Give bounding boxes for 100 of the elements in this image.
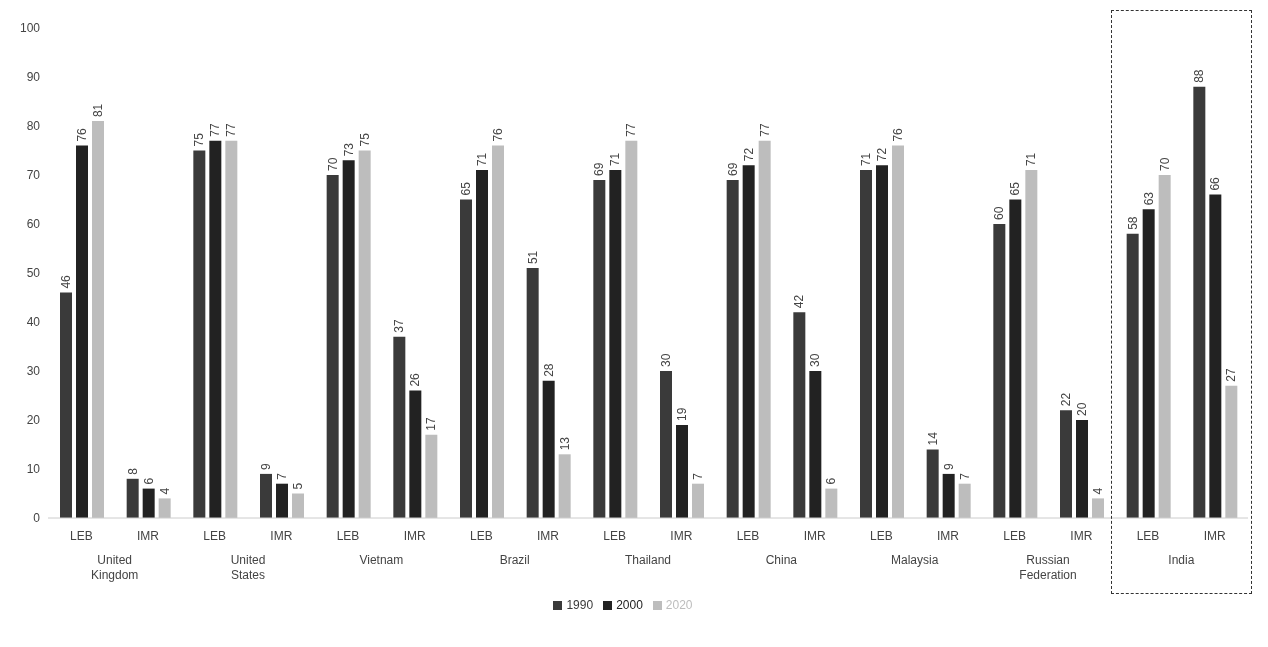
data-label: 6 <box>141 477 156 485</box>
data-label: 65 <box>1008 181 1023 196</box>
data-label: 27 <box>1224 368 1239 382</box>
bar <box>726 179 739 518</box>
data-label: 7 <box>691 472 705 480</box>
data-label: 69 <box>725 162 740 176</box>
bar <box>92 121 104 518</box>
bar <box>225 140 238 518</box>
data-label: 51 <box>525 250 540 265</box>
y-tick-label: 0 <box>33 511 41 526</box>
bar <box>1076 420 1088 518</box>
data-label: 81 <box>91 103 105 118</box>
bar <box>342 160 355 518</box>
bar <box>193 150 206 518</box>
data-label: 42 <box>792 294 807 309</box>
data-label: 22 <box>1059 392 1073 407</box>
x-tick-label: IMR <box>937 529 960 543</box>
x-tick-label: LEB <box>603 529 627 543</box>
text: India <box>1168 553 1195 567</box>
bar <box>609 170 622 518</box>
legend-label: 2000 <box>616 598 643 612</box>
text: Malaysia <box>890 553 939 567</box>
bar <box>460 199 472 518</box>
x-tick-label: LEB <box>69 529 93 543</box>
x-tick-label: LEB <box>1136 529 1160 543</box>
text: Vietnam <box>359 553 404 567</box>
x-tick-label: IMR <box>803 529 826 543</box>
bar <box>1025 170 1038 518</box>
x-tick-label: IMR <box>270 529 293 543</box>
y-tick-label: 10 <box>26 462 41 477</box>
text: Thailand <box>624 553 672 567</box>
data-label: 58 <box>1125 216 1140 230</box>
data-label: 20 <box>1075 402 1089 416</box>
bar <box>1209 194 1222 518</box>
data-label: 30 <box>808 353 823 367</box>
data-label: 70 <box>325 157 340 171</box>
bar <box>1225 385 1238 518</box>
data-label: 7 <box>275 472 289 480</box>
bar <box>409 390 422 518</box>
data-label: 69 <box>592 162 607 176</box>
x-tick-label: IMR <box>670 529 693 543</box>
data-label: 65 <box>459 181 473 196</box>
data-label: 6 <box>824 477 839 485</box>
bar <box>660 371 672 518</box>
data-label: 9 <box>941 462 956 470</box>
legend-label: 1990 <box>566 598 594 612</box>
bar <box>425 434 438 518</box>
x-tick-label: IMR <box>403 529 426 543</box>
x-tick-label: LEB <box>203 529 227 543</box>
data-label: 5 <box>291 482 305 490</box>
x-tick-label: LEB <box>469 529 493 543</box>
data-label: 46 <box>59 274 73 289</box>
data-label: 17 <box>424 417 439 431</box>
bar <box>292 493 304 518</box>
data-label: 75 <box>192 132 207 147</box>
bar <box>692 483 704 518</box>
x-tick-label: IMR <box>1203 529 1226 543</box>
bar <box>60 292 72 518</box>
bar <box>993 224 1006 518</box>
y-tick-label: 40 <box>26 315 41 330</box>
y-tick-label: 50 <box>26 266 41 281</box>
bar <box>492 145 504 518</box>
x-tick-label: IMR <box>537 529 560 543</box>
data-label: 75 <box>357 132 372 147</box>
text: China <box>765 553 798 567</box>
bar <box>793 312 806 518</box>
data-label: 66 <box>1208 176 1223 191</box>
bar <box>942 473 955 518</box>
bar <box>158 498 171 518</box>
data-label: 77 <box>224 123 239 137</box>
bar <box>742 165 755 518</box>
bar <box>558 454 571 518</box>
data-label: 71 <box>1024 152 1039 167</box>
data-label: 71 <box>608 152 623 167</box>
bar <box>260 473 272 518</box>
x-tick-label: LEB <box>1003 529 1027 543</box>
legend-label: 2020 <box>665 598 693 612</box>
data-label: 9 <box>259 462 273 470</box>
data-label: 72 <box>875 147 889 162</box>
bar <box>958 483 971 518</box>
data-label: 76 <box>75 127 89 142</box>
bar <box>892 145 904 518</box>
data-label: 26 <box>408 372 423 387</box>
y-tick-label: 70 <box>26 168 41 183</box>
x-tick-label: IMR <box>137 529 160 543</box>
data-label: 77 <box>208 123 223 137</box>
bar <box>1092 498 1104 518</box>
data-label: 19 <box>675 407 689 421</box>
text: Brazil <box>499 553 530 567</box>
bar <box>809 371 822 518</box>
bar <box>326 175 339 518</box>
y-tick-label: 60 <box>26 217 41 232</box>
data-label: 14 <box>925 431 940 446</box>
data-label: 30 <box>659 353 673 367</box>
x-tick-label: IMR <box>1070 529 1093 543</box>
data-label: 73 <box>341 142 356 157</box>
data-label: 37 <box>392 319 407 333</box>
bar <box>1009 199 1022 518</box>
data-label: 7 <box>957 472 972 480</box>
data-label: 63 <box>1141 191 1156 206</box>
